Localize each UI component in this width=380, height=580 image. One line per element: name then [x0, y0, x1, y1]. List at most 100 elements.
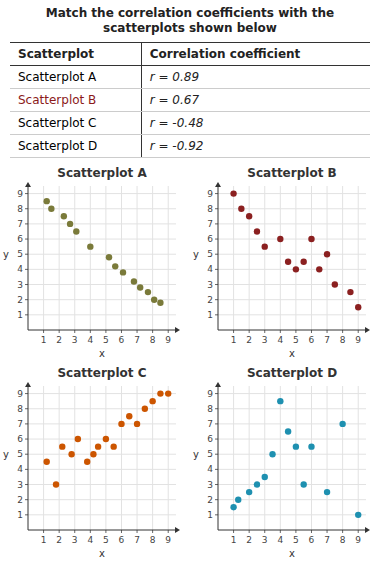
tick-label: 8 — [340, 335, 346, 345]
grid-line — [249, 386, 250, 530]
point — [238, 206, 244, 212]
y-axis-label: y — [193, 449, 199, 460]
grid-line — [28, 284, 176, 285]
point — [300, 259, 306, 265]
grid-line — [28, 469, 176, 470]
column-header: Scatterplot — [10, 43, 141, 66]
y-axis-line — [28, 186, 29, 330]
point — [68, 451, 74, 457]
tick-label: 7 — [17, 219, 23, 229]
tick-label: 2 — [17, 495, 23, 505]
tick-label: 7 — [207, 219, 213, 229]
point — [75, 436, 81, 442]
grid-line — [218, 454, 366, 455]
grid-line — [264, 386, 265, 530]
point — [118, 421, 124, 427]
point — [126, 413, 132, 419]
tick-label: 6 — [119, 535, 125, 545]
grid-line — [311, 386, 312, 530]
grid-line — [90, 186, 91, 330]
table-head: ScatterplotCorrelation coefficient — [10, 43, 370, 66]
chart-title: Scatterplot A — [57, 166, 147, 180]
point — [43, 198, 49, 204]
grid-line — [28, 423, 176, 424]
tick-label: 9 — [17, 189, 23, 199]
tick-label: 4 — [17, 464, 23, 474]
axis-arrow — [175, 527, 180, 533]
point — [254, 228, 260, 234]
tick-label: 3 — [262, 335, 268, 345]
y-axis-line — [218, 186, 219, 330]
table-cell: r = -0.48 — [141, 112, 370, 135]
table-cell: Scatterplot D — [10, 135, 141, 158]
axis-arrow — [215, 182, 221, 187]
grid-line — [74, 186, 75, 330]
grid-line — [218, 314, 366, 315]
point — [53, 481, 59, 487]
tick-label: 8 — [150, 535, 156, 545]
point — [142, 406, 148, 412]
tick-label: 8 — [340, 535, 346, 545]
table-cell: Scatterplot B — [10, 89, 141, 112]
chart-title: Scatterplot D — [247, 366, 337, 380]
point — [151, 296, 157, 302]
tick-label: 5 — [293, 535, 299, 545]
grid-line — [249, 186, 250, 330]
point — [293, 266, 299, 272]
x-axis-line — [218, 530, 366, 531]
tick-label: 7 — [207, 419, 213, 429]
axis-arrow — [215, 382, 221, 387]
tick-label: 4 — [277, 335, 283, 345]
y-axis-line — [218, 386, 219, 530]
point — [112, 263, 118, 269]
tick-label: 9 — [17, 389, 23, 399]
table-row: Scatterplot Dr = -0.92 — [10, 135, 370, 158]
tick-label: 4 — [277, 535, 283, 545]
tick-label: 4 — [207, 464, 213, 474]
point — [73, 228, 79, 234]
x-axis-label: x — [289, 348, 295, 359]
grid-line — [59, 386, 60, 530]
grid-line — [295, 386, 296, 530]
point — [165, 390, 171, 396]
point — [235, 496, 241, 502]
grid-line — [358, 386, 359, 530]
point — [149, 398, 155, 404]
grid — [218, 186, 366, 330]
point — [230, 190, 236, 196]
point — [324, 489, 330, 495]
tick-label: 9 — [165, 335, 171, 345]
grid-line — [218, 439, 366, 440]
grid-line — [218, 514, 366, 515]
point — [131, 278, 137, 284]
x-axis-line — [218, 330, 366, 331]
tick-label: 2 — [207, 495, 213, 505]
grid-line — [28, 254, 176, 255]
grid-line — [28, 193, 176, 194]
tick-label: 3 — [17, 280, 23, 290]
table-row: Scatterplot Br = 0.67 — [10, 89, 370, 112]
table-body: Scatterplot Ar = 0.89Scatterplot Br = 0.… — [10, 66, 370, 158]
header: Match the correlation coefficients with … — [0, 0, 380, 162]
point — [84, 459, 90, 465]
point — [269, 451, 275, 457]
tick-label: 5 — [103, 335, 109, 345]
tick-label: 1 — [17, 310, 23, 320]
tick-label: 6 — [17, 234, 23, 244]
grid-line — [233, 186, 234, 330]
grid-line — [121, 386, 122, 530]
grid-line — [74, 386, 75, 530]
tick-label: 1 — [41, 335, 47, 345]
tick-label: 7 — [134, 535, 140, 545]
table: ScatterplotCorrelation coefficientScatte… — [10, 42, 370, 158]
grid-line — [311, 186, 312, 330]
grid-line — [28, 499, 176, 500]
grid-line — [28, 484, 176, 485]
tick-label: 5 — [207, 449, 213, 459]
point — [347, 289, 353, 295]
table-cell: r = 0.89 — [141, 66, 370, 89]
grid-line — [342, 186, 343, 330]
grid — [218, 386, 366, 530]
tick-label: 3 — [17, 480, 23, 490]
grid-line — [43, 186, 44, 330]
